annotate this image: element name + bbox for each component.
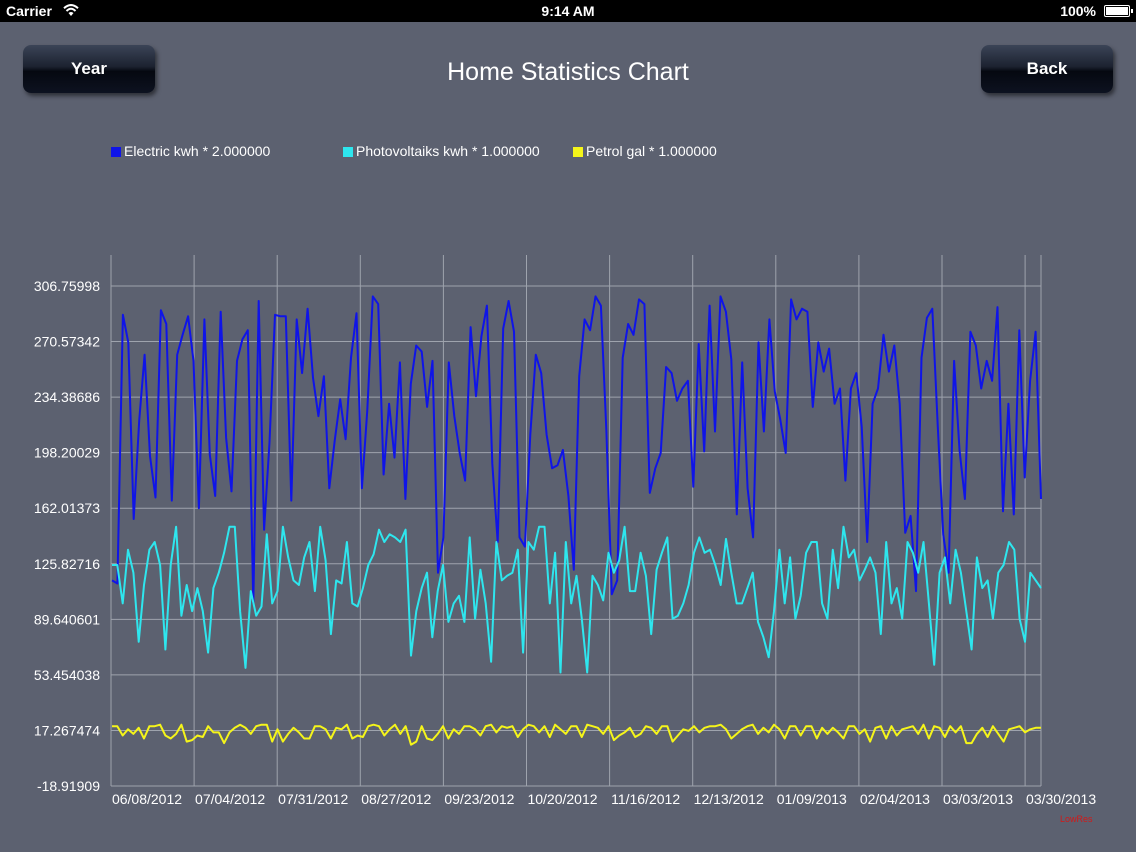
y-tick-label: 306.75998: [34, 278, 100, 294]
series-line-1: [112, 525, 1042, 674]
series-line-2: [112, 723, 1041, 746]
legend-swatch-petrol: [573, 147, 583, 157]
y-tick-label: 53.454038: [34, 667, 100, 683]
chart-legend: Electric kwh * 2.000000 Photovoltaiks kw…: [0, 143, 1136, 163]
legend-item-electric: Electric kwh * 2.000000: [111, 143, 270, 159]
x-tick-label: 07/31/2012: [278, 791, 348, 807]
legend-label-petrol: Petrol gal * 1.000000: [586, 143, 717, 159]
y-tick-label: 89.640601: [34, 611, 100, 627]
x-tick-label: 02/04/2013: [860, 791, 930, 807]
legend-item-photovoltaiks: Photovoltaiks kwh * 1.000000: [343, 143, 540, 159]
legend-label-photovoltaiks: Photovoltaiks kwh * 1.000000: [356, 143, 540, 159]
x-tick-label: 07/04/2012: [195, 791, 265, 807]
x-tick-label: 08/27/2012: [361, 791, 431, 807]
x-tick-label: 12/13/2012: [694, 791, 764, 807]
status-bar: Carrier 9:14 AM 100%: [0, 0, 1136, 22]
watermark-label: LowRes: [1060, 814, 1093, 824]
y-tick-label: -18.91909: [37, 778, 100, 794]
battery-percentage: 100%: [1060, 3, 1096, 19]
carrier-label: Carrier: [6, 3, 52, 19]
legend-swatch-photovoltaiks: [343, 147, 353, 157]
x-tick-label: 03/03/2013: [943, 791, 1013, 807]
x-tick-label: 01/09/2013: [777, 791, 847, 807]
legend-swatch-electric: [111, 147, 121, 157]
series-line-0: [111, 295, 1042, 605]
y-tick-label: 234.38686: [34, 389, 100, 405]
page-title: Home Statistics Chart: [447, 58, 689, 86]
battery-icon: [1104, 5, 1133, 17]
back-button[interactable]: Back: [981, 45, 1113, 93]
x-tick-label: 09/23/2012: [444, 791, 514, 807]
year-button[interactable]: Year: [23, 45, 155, 93]
wifi-icon: [63, 4, 79, 16]
y-tick-label: 198.20029: [34, 445, 100, 461]
clock-label: 9:14 AM: [541, 3, 595, 19]
legend-item-petrol: Petrol gal * 1.000000: [573, 143, 717, 159]
x-tick-label: 06/08/2012: [112, 791, 182, 807]
y-tick-label: 162.01373: [34, 500, 100, 516]
legend-label-electric: Electric kwh * 2.000000: [124, 143, 271, 159]
x-tick-label: 03/30/2013: [1026, 791, 1096, 807]
x-tick-label: 10/20/2012: [527, 791, 597, 807]
y-tick-label: 125.82716: [34, 556, 100, 572]
x-tick-label: 11/16/2012: [611, 791, 680, 807]
y-tick-label: 270.57342: [34, 334, 100, 350]
y-tick-label: 17.267474: [34, 722, 100, 738]
